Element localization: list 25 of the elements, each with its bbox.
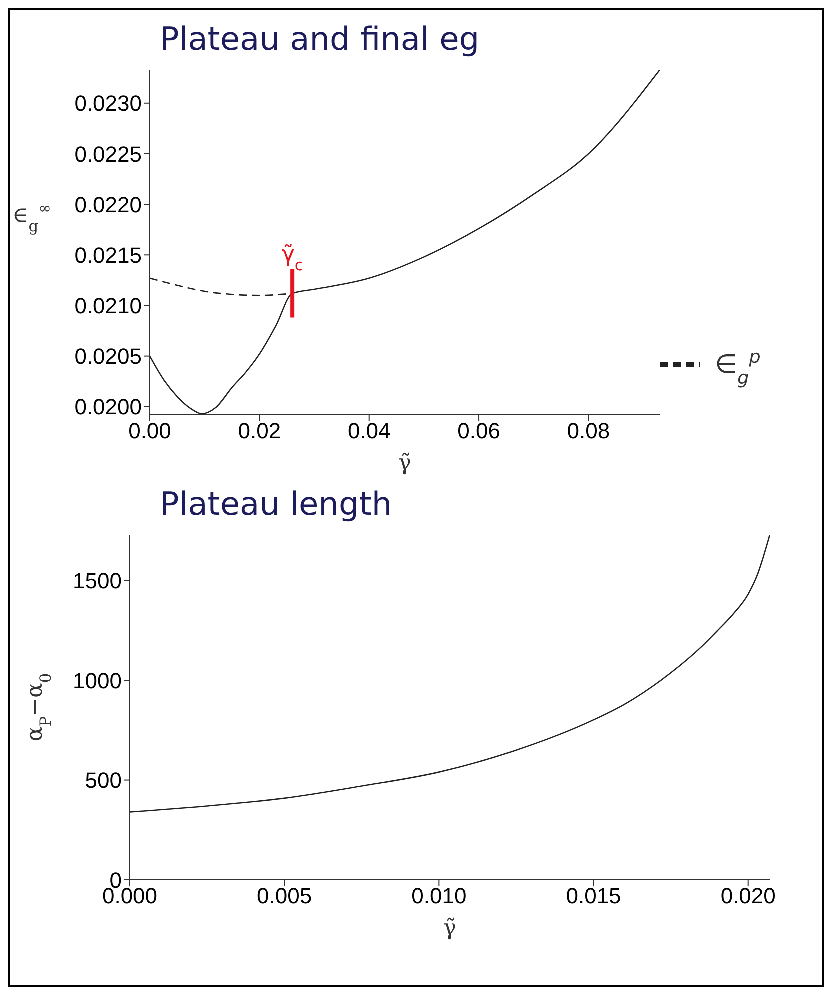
chart-title: Plateau length (160, 485, 394, 525)
x-tick-label: 0.02 (238, 418, 282, 444)
y-tick-label: 0.0225 (74, 142, 142, 167)
y-tick-label: 0.0230 (74, 91, 142, 116)
x-axis-title: γ̃ (443, 916, 457, 941)
y-tick-label: 0.0205 (74, 344, 142, 370)
x-tick-label: 0.020 (720, 884, 776, 909)
chart-title: Plateau and final eg (160, 20, 481, 60)
x-tick-label: 0.04 (348, 418, 391, 444)
annotation: γ̃$_{c}$ (282, 242, 304, 274)
y-tick-label: 0.0215 (74, 242, 142, 268)
x-tick-label: 0.010 (412, 884, 467, 909)
y-tick-label: 0.0200 (74, 394, 142, 420)
x-tick-label: 0.015 (566, 884, 622, 909)
y-tick-label: 1500 (73, 568, 122, 594)
y-tick-label: 1000 (73, 668, 122, 694)
y-tick-label: 0.0220 (74, 192, 142, 218)
y-tick-label: 500 (85, 768, 122, 794)
x-tick-label: 0.08 (567, 418, 610, 444)
x-tick-label: 0.00 (128, 418, 172, 444)
x-tick-label: 0.005 (257, 884, 312, 909)
line-series (130, 535, 770, 813)
y-tick-label: 0.0210 (74, 294, 142, 319)
x-axis-title: γ̃ (398, 451, 412, 476)
x-tick-label: 0.06 (458, 418, 500, 444)
